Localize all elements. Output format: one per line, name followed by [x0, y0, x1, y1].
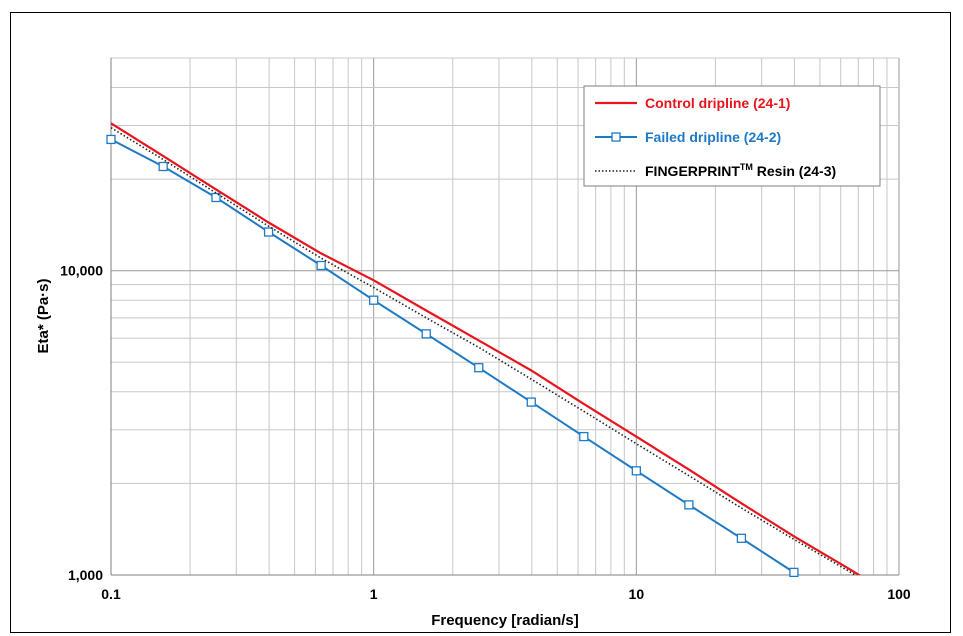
data-point-failed — [316, 260, 326, 271]
data-point-failed — [736, 533, 747, 543]
legend-fingerprint-sup: TM — [740, 162, 753, 172]
legend-label-failed: Failed dripline (24-2) — [645, 129, 781, 145]
x-tick-label: 1 — [370, 586, 378, 602]
data-point-failed — [106, 134, 116, 145]
x-tick-label: 100 — [887, 586, 911, 602]
legend-marker-failed — [611, 132, 621, 142]
legend: Control dripline (24-1) Failed dripline … — [583, 85, 881, 187]
series-line-fingerprint — [111, 127, 857, 575]
x-tick-label: 0.1 — [101, 586, 121, 602]
y-tick-label: 1,000 — [68, 567, 103, 583]
data-point-failed — [684, 500, 694, 510]
y-tick-label: 10,000 — [60, 263, 103, 279]
x-axis-title: Frequency [radian/s] — [431, 612, 579, 629]
data-point-failed — [789, 567, 799, 578]
grid-lines — [110, 57, 900, 576]
data-point-failed — [369, 295, 379, 305]
data-point-failed — [158, 161, 168, 172]
tick-labels: 0.1 1 10 100 1,000 10,000 — [60, 263, 911, 602]
data-point-failed — [421, 329, 431, 339]
y-axis-title: Eta* (Pa·s) — [35, 278, 52, 353]
legend-fingerprint-rest: Resin (24-3) — [753, 163, 836, 179]
data-point-failed — [579, 431, 589, 442]
x-tick-label: 10 — [629, 586, 645, 602]
data-point-failed — [631, 466, 641, 476]
series-layer — [106, 122, 862, 578]
series-line-control — [111, 122, 862, 575]
legend-fingerprint-main: FINGERPRINT — [645, 163, 740, 179]
series-line-failed — [111, 138, 800, 575]
legend-label-control: Control dripline (24-1) — [645, 95, 790, 111]
data-point-failed — [263, 227, 274, 237]
data-point-failed — [211, 192, 221, 203]
data-point-failed — [474, 363, 484, 373]
legend-label-fingerprint: FINGERPRINTTM Resin (24-3) — [645, 162, 836, 179]
data-point-failed — [526, 397, 536, 407]
